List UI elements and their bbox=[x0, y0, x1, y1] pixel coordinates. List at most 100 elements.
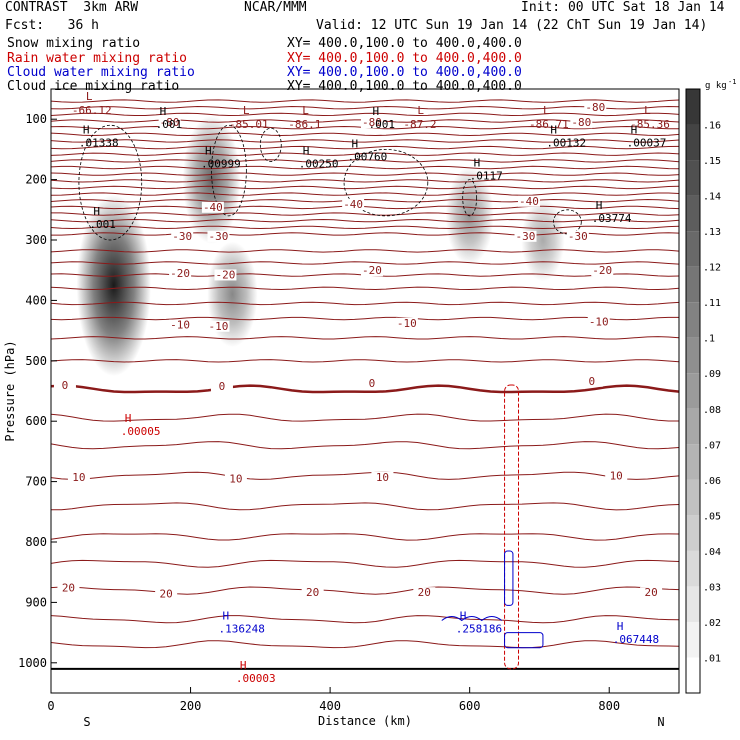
y-tick-label-5: 600 bbox=[25, 414, 47, 428]
center-title: NCAR/MMM bbox=[244, 0, 307, 15]
ice-max-marker-1: H bbox=[372, 105, 379, 118]
temp-label-11: -20 bbox=[170, 267, 190, 280]
temp-contour-10 bbox=[51, 165, 679, 170]
rain-column bbox=[504, 384, 520, 670]
temp-label-9: -30 bbox=[516, 230, 536, 243]
temp-label-bg-28 bbox=[155, 588, 178, 600]
temp-contour-7 bbox=[51, 145, 679, 150]
ice-max-value-8: .00037 bbox=[627, 136, 667, 149]
temp-contour-22 bbox=[51, 261, 679, 265]
ice-max-value-9: .03774 bbox=[592, 212, 632, 225]
colorbar-segment-15 bbox=[686, 124, 700, 161]
temp-contour-21 bbox=[51, 249, 679, 253]
temp-min-value-5: -85.36 bbox=[630, 118, 670, 131]
endpoint-right: N bbox=[657, 715, 664, 729]
temp-label-bg-9 bbox=[514, 230, 537, 242]
temp-label-19: 0 bbox=[62, 379, 69, 392]
temp-contour-18 bbox=[51, 218, 679, 223]
colorbar-unit-exp: -1 bbox=[728, 78, 736, 86]
x-axis-label: Distance (km) bbox=[318, 714, 412, 728]
temp-label-5: -40 bbox=[343, 198, 363, 211]
left-title: CONTRAST 3km ARW bbox=[5, 0, 139, 15]
temp-min-marker-5: L bbox=[644, 104, 651, 117]
ice-max-marker-10: H bbox=[93, 205, 100, 218]
colorbar-segment-11 bbox=[686, 266, 700, 303]
temp-contour-17 bbox=[51, 212, 679, 216]
temp-label-bg-8 bbox=[207, 230, 230, 242]
ice-max-marker-3: H bbox=[205, 145, 212, 158]
ice-max-value-7: .00132 bbox=[546, 136, 586, 149]
colorbar-segment-1 bbox=[686, 621, 700, 658]
colorbar-label-5: .06 bbox=[703, 476, 721, 487]
temp-contour-19 bbox=[51, 225, 679, 230]
colorbar-label-6: .07 bbox=[703, 440, 721, 451]
ice-outline-1 bbox=[211, 124, 247, 217]
temp-label-22: 0 bbox=[588, 375, 595, 388]
temp-label-14: -20 bbox=[592, 264, 612, 277]
endpoint-left: S bbox=[83, 715, 90, 729]
temp-label-31: 20 bbox=[644, 586, 657, 599]
ice-max-value-4: .00250 bbox=[299, 158, 339, 171]
colorbar-label-3: .04 bbox=[703, 547, 721, 558]
ice-outline-3 bbox=[343, 148, 429, 217]
colorbar-label-11: .12 bbox=[703, 263, 721, 274]
colorbar-segment-5 bbox=[686, 479, 700, 516]
temp-contour-28 bbox=[51, 359, 679, 363]
temp-label-18: -10 bbox=[589, 316, 609, 329]
x-tick-label-1: 200 bbox=[180, 699, 202, 713]
temp-label-20: 0 bbox=[219, 380, 226, 393]
colorbar-unit: g kg bbox=[705, 81, 727, 91]
temp-label-bg-20 bbox=[210, 381, 233, 393]
colorbar-label-14: .15 bbox=[703, 156, 721, 167]
temp-label-0: -80 bbox=[160, 116, 180, 129]
colorbar-label-1: .02 bbox=[703, 618, 721, 629]
y-tick-label-7: 800 bbox=[25, 535, 47, 549]
temp-label-24: 10 bbox=[229, 473, 242, 486]
temp-contour-32 bbox=[51, 471, 679, 480]
temp-label-13: -20 bbox=[362, 264, 382, 277]
temp-label-bg-2 bbox=[570, 117, 593, 129]
temp-label-21: 0 bbox=[369, 377, 376, 390]
colorbar-segment-10 bbox=[686, 302, 700, 338]
y-tick-label-6: 700 bbox=[25, 475, 47, 489]
cloudwater-base bbox=[504, 632, 544, 649]
temp-contour-29 bbox=[51, 384, 679, 394]
colorbar-segment-14 bbox=[686, 160, 700, 196]
temp-label-bg-13 bbox=[360, 265, 383, 277]
ice-max-value-6: .0117 bbox=[470, 170, 503, 183]
temp-label-4: -40 bbox=[203, 201, 223, 214]
temp-contour-15 bbox=[51, 198, 679, 203]
colorbar-label-4: .05 bbox=[703, 511, 721, 522]
temp-contour-13 bbox=[51, 185, 679, 190]
x-tick-label-3: 600 bbox=[459, 699, 481, 713]
ice-max-marker-9: H bbox=[596, 199, 603, 212]
temp-label-30: 20 bbox=[418, 586, 431, 599]
colorbar-label-0: .01 bbox=[703, 653, 721, 664]
temp-label-27: 20 bbox=[62, 581, 75, 594]
cloudwater-max-marker-0: H bbox=[222, 610, 229, 623]
colorbar-segment-4 bbox=[686, 515, 700, 551]
temp-label-bg-10 bbox=[566, 230, 589, 242]
y-tick-label-8: 900 bbox=[25, 595, 47, 609]
ice-max-value-1: .001 bbox=[368, 118, 395, 131]
temp-label-bg-5 bbox=[342, 198, 365, 210]
rain-max-marker-0: H bbox=[125, 412, 132, 425]
temp-label-bg-11 bbox=[169, 268, 192, 280]
y-tick-label-4: 500 bbox=[25, 354, 47, 368]
temp-min-value-0: -66.12 bbox=[72, 104, 112, 117]
temp-label-6: -40 bbox=[519, 195, 539, 208]
colorbar-segment-3 bbox=[686, 550, 700, 587]
temp-min-value-4: -86.71 bbox=[529, 118, 569, 131]
temp-contour-38 bbox=[51, 640, 679, 649]
temp-label-bg-4 bbox=[201, 201, 224, 213]
temp-min-value-1: -85.01 bbox=[229, 118, 269, 131]
temp-contour-37 bbox=[51, 615, 679, 624]
temp-label-bg-17 bbox=[395, 317, 418, 329]
colorbar-segment-12 bbox=[686, 231, 700, 267]
temp-contour-11 bbox=[51, 172, 679, 176]
plot-frame bbox=[50, 88, 680, 694]
colorbar-segment-8 bbox=[686, 373, 700, 409]
temp-contour-33 bbox=[51, 502, 679, 511]
ice-max-value-5: .00760 bbox=[348, 150, 388, 163]
temp-label-15: -10 bbox=[170, 319, 190, 332]
